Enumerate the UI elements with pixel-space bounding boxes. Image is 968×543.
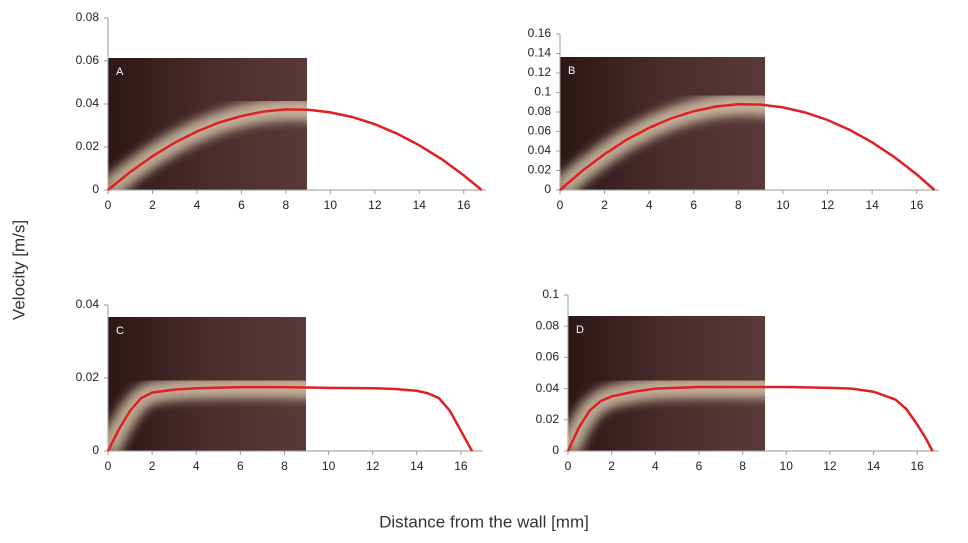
x-tick-label: 4 <box>646 198 653 212</box>
y-tick-label: 0 <box>552 443 559 457</box>
x-tick-label: 8 <box>283 198 290 212</box>
panel-label: C <box>116 325 124 337</box>
y-tick-label: 0.02 <box>536 412 560 426</box>
y-tick-label: 0.1 <box>542 287 559 301</box>
panel-label: D <box>576 324 584 336</box>
y-tick-label: 0.04 <box>76 96 100 110</box>
y-tick-label: 0.04 <box>76 297 100 311</box>
x-tick-label: 0 <box>565 459 572 473</box>
velocity-curve <box>106 385 474 452</box>
x-tick-label: 8 <box>739 459 746 473</box>
x-tick-label: 6 <box>238 198 245 212</box>
x-tick-label: 16 <box>457 198 471 212</box>
x-tick-label: 14 <box>865 198 879 212</box>
x-tick-label: 8 <box>281 459 288 473</box>
x-tick-label: 4 <box>652 459 659 473</box>
y-tick-label: 0.06 <box>536 350 560 364</box>
y-tick-label: 0.08 <box>76 10 100 24</box>
x-tick-label: 12 <box>368 198 382 212</box>
x-tick-label: 16 <box>910 198 924 212</box>
x-tick-label: 6 <box>237 459 244 473</box>
x-tick-label: 10 <box>780 459 794 473</box>
velocity-curve <box>566 385 934 452</box>
y-tick-label: 0.02 <box>528 163 552 177</box>
y-tick-label: 0.14 <box>528 46 552 60</box>
y-tick-label: 0 <box>92 182 99 196</box>
y-axis-label: Velocity [m/s] <box>9 220 28 320</box>
y-tick-label: 0.02 <box>76 139 100 153</box>
y-tick-label: 0 <box>544 182 551 196</box>
x-tick-label: 0 <box>105 459 112 473</box>
x-tick-label: 2 <box>149 198 156 212</box>
velocity-curve <box>107 108 483 191</box>
x-tick-label: 4 <box>193 459 200 473</box>
x-tick-label: 12 <box>823 459 837 473</box>
x-tick-label: 14 <box>413 198 427 212</box>
x-tick-label: 12 <box>366 459 380 473</box>
x-tick-label: 0 <box>557 198 564 212</box>
x-tick-label: 10 <box>324 198 338 212</box>
x-axis-label: Distance from the wall [mm] <box>379 512 589 531</box>
x-tick-label: 6 <box>696 459 703 473</box>
y-tick-label: 0.06 <box>528 124 552 138</box>
x-tick-label: 2 <box>149 459 156 473</box>
x-tick-label: 10 <box>322 459 336 473</box>
y-tick-label: 0.12 <box>528 65 552 79</box>
x-tick-label: 6 <box>690 198 697 212</box>
x-tick-label: 14 <box>867 459 881 473</box>
panel-label: B <box>568 65 575 77</box>
y-tick-label: 0.04 <box>536 381 560 395</box>
y-tick-label: 0.04 <box>528 143 552 157</box>
x-tick-label: 2 <box>608 459 615 473</box>
x-tick-label: 16 <box>454 459 468 473</box>
y-tick-label: 0.1 <box>534 85 551 99</box>
x-tick-label: 0 <box>105 198 112 212</box>
y-tick-label: 0.06 <box>76 53 100 67</box>
velocity-curve <box>559 102 936 191</box>
y-tick-label: 0.02 <box>76 370 100 384</box>
x-tick-label: 4 <box>194 198 201 212</box>
y-tick-label: 0.08 <box>528 104 552 118</box>
x-tick-label: 16 <box>910 459 924 473</box>
panel-label: A <box>116 66 124 78</box>
y-tick-label: 0.16 <box>528 26 552 40</box>
y-tick-label: 0.08 <box>536 318 560 332</box>
x-tick-label: 12 <box>821 198 835 212</box>
x-tick-label: 2 <box>601 198 608 212</box>
x-tick-label: 14 <box>410 459 424 473</box>
y-tick-label: 0 <box>92 443 99 457</box>
x-tick-label: 8 <box>735 198 742 212</box>
x-tick-label: 10 <box>776 198 790 212</box>
